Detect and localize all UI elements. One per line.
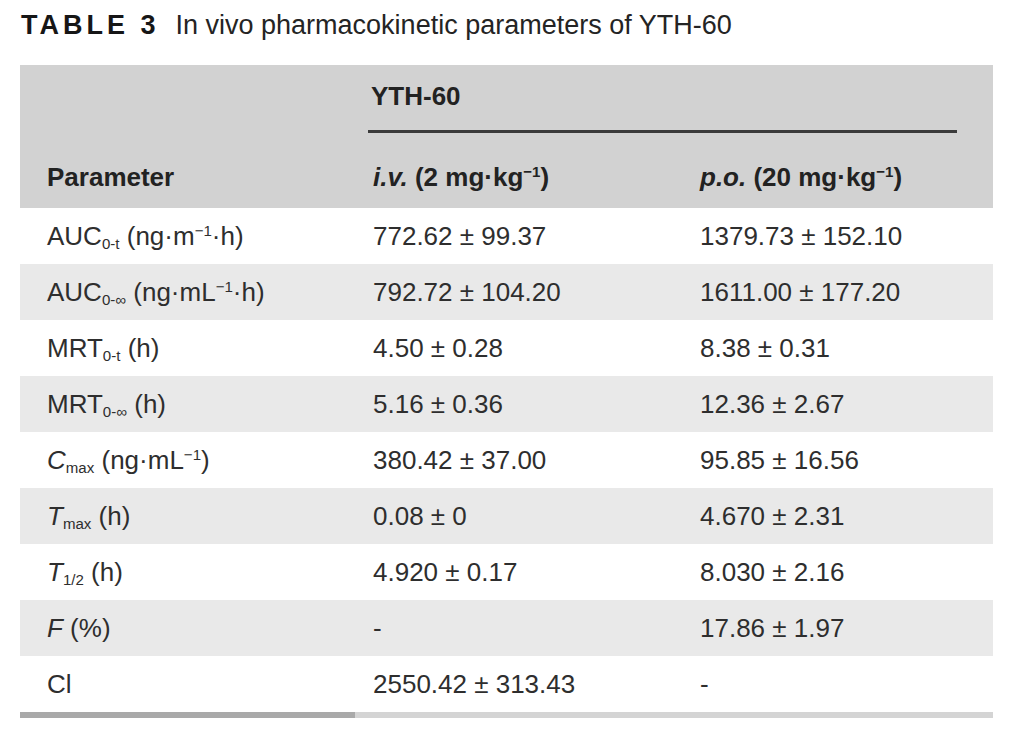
- table-row-auc0t: AUC0-t (ng·m−1·h) 772.62 ± 99.37 1379.73…: [20, 208, 993, 264]
- table-caption: TABLE 3 In vivo pharmacokinetic parameter…: [21, 10, 732, 41]
- bottom-rule-right-segment: [355, 712, 993, 718]
- row-label: Cl: [20, 669, 368, 700]
- bottom-rule-left-segment: [20, 712, 355, 718]
- cell-po: 95.85 ± 16.56: [695, 445, 993, 476]
- table-body: AUC0-t (ng·m−1·h) 772.62 ± 99.37 1379.73…: [20, 208, 993, 712]
- group-header-yth-60: YTH-60: [368, 65, 957, 133]
- cell-iv: 0.08 ± 0: [368, 501, 695, 532]
- row-label: T1/2 (h): [20, 557, 368, 588]
- cell-iv: 772.62 ± 99.37: [368, 221, 695, 252]
- cell-iv: -: [368, 613, 695, 644]
- table-number-label: TABLE 3: [21, 10, 160, 40]
- table-row-mrt0t: MRT0-t (h) 4.50 ± 0.28 8.38 ± 0.31: [20, 320, 993, 376]
- cell-po: 12.36 ± 2.67: [695, 389, 993, 420]
- cell-iv: 2550.42 ± 313.43: [368, 669, 695, 700]
- table-row-clearance: Cl 2550.42 ± 313.43 -: [20, 656, 993, 712]
- group-header-section: YTH-60: [20, 65, 993, 146]
- table-row-mrt0inf: MRT0-∞ (h) 5.16 ± 0.36 12.36 ± 2.67: [20, 376, 993, 432]
- row-label: F (%): [20, 613, 368, 644]
- table-row-thalf: T1/2 (h) 4.920 ± 0.17 8.030 ± 2.16: [20, 544, 993, 600]
- cell-iv: 380.42 ± 37.00: [368, 445, 695, 476]
- column-header-parameter: Parameter: [20, 162, 368, 193]
- row-label: AUC0-t (ng·m−1·h): [20, 221, 368, 252]
- table-row-tmax: Tmax (h) 0.08 ± 0 4.670 ± 2.31: [20, 488, 993, 544]
- cell-po: 4.670 ± 2.31: [695, 501, 993, 532]
- cell-iv: 4.920 ± 0.17: [368, 557, 695, 588]
- cell-iv: 5.16 ± 0.36: [368, 389, 695, 420]
- cell-iv: 4.50 ± 0.28: [368, 333, 695, 364]
- row-label: Tmax (h): [20, 501, 368, 532]
- table-row-bioavailability: F (%) - 17.86 ± 1.97: [20, 600, 993, 656]
- pk-table: YTH-60 Parameter i.v. (2 mg·kg−1) p.o. (…: [20, 65, 993, 718]
- table-row-auc0inf: AUC0-∞ (ng·mL−1·h) 792.72 ± 104.20 1611.…: [20, 264, 993, 320]
- column-headers-row: Parameter i.v. (2 mg·kg−1) p.o. (20 mg·k…: [20, 146, 993, 208]
- cell-po: 8.38 ± 0.31: [695, 333, 993, 364]
- row-label: Cmax (ng·mL−1): [20, 445, 368, 476]
- cell-po: 8.030 ± 2.16: [695, 557, 993, 588]
- row-label: MRT0-∞ (h): [20, 389, 368, 420]
- table-header: YTH-60 Parameter i.v. (2 mg·kg−1) p.o. (…: [20, 65, 993, 208]
- column-header-iv: i.v. (2 mg·kg−1): [368, 162, 695, 193]
- cell-po: 1379.73 ± 152.10: [695, 221, 993, 252]
- table-title-text: In vivo pharmacokinetic parameters of YT…: [176, 10, 732, 40]
- cell-iv: 792.72 ± 104.20: [368, 277, 695, 308]
- column-header-po: p.o. (20 mg·kg−1): [695, 162, 993, 193]
- table-row-cmax: Cmax (ng·mL−1) 380.42 ± 37.00 95.85 ± 16…: [20, 432, 993, 488]
- table-bottom-rule: [20, 712, 993, 718]
- row-label: MRT0-t (h): [20, 333, 368, 364]
- cell-po: -: [695, 669, 993, 700]
- cell-po: 1611.00 ± 177.20: [695, 277, 993, 308]
- row-label: AUC0-∞ (ng·mL−1·h): [20, 277, 368, 308]
- cell-po: 17.86 ± 1.97: [695, 613, 993, 644]
